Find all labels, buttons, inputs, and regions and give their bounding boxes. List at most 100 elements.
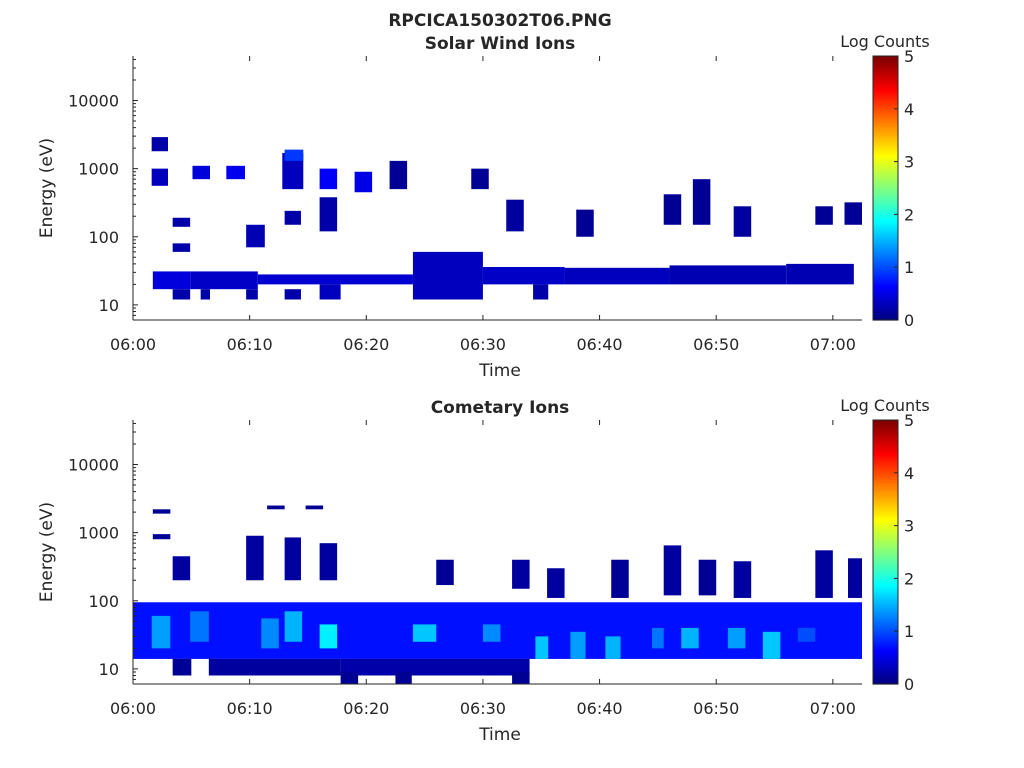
colorbar-segment [873, 420, 898, 423]
heatmap-cell [284, 210, 301, 225]
colorbar-segment [873, 428, 898, 432]
colorbar-segment [873, 254, 898, 257]
heatmap-cell [257, 274, 413, 285]
colorbar-segment [873, 631, 898, 634]
heatmap-cell [576, 209, 594, 237]
colorbar-segment [873, 139, 898, 143]
heatmap-cell [267, 505, 285, 510]
colorbar-segment [873, 128, 898, 132]
colorbar-segment [873, 133, 898, 136]
x-tick-label: 06:20 [343, 335, 389, 354]
colorbar-segment [873, 291, 898, 295]
colorbar-segment [873, 67, 898, 70]
plot-area: 06:00 06:10 06:20 06:30 06:40 06:50 07:0010100… [68, 47, 914, 354]
heatmap-cell [246, 224, 265, 248]
colorbar-segment [873, 446, 898, 450]
colorbar-segment [873, 240, 898, 244]
colorbar-segment [873, 602, 898, 606]
colorbar-segment [873, 668, 898, 672]
colorbar-segment [873, 86, 898, 90]
colorbar-segment [873, 629, 898, 632]
colorbar-segment [873, 609, 898, 612]
colorbar-segment [873, 260, 898, 264]
colorbar-segment [873, 295, 898, 299]
colorbar-segment [873, 302, 898, 306]
colorbar-segment [873, 300, 898, 303]
colorbar-segment [873, 620, 898, 623]
colorbar-segment [873, 64, 898, 68]
colorbar-frame [872, 419, 899, 685]
colorbar-segment [873, 100, 898, 103]
colorbar-segment [873, 565, 898, 568]
colorbar-segment [873, 596, 898, 599]
colorbar-segment [873, 95, 898, 99]
heatmap-cell [151, 615, 171, 649]
colorbar-segment [873, 135, 898, 138]
colorbar-segment [873, 170, 898, 174]
x-tick-label: 06:10 [227, 699, 273, 718]
colorbar-label: Log Counts [840, 396, 930, 415]
colorbar-segment [873, 505, 898, 509]
colorbar-segment [873, 245, 898, 248]
colorbar-segment [873, 201, 898, 204]
colorbar-segment [873, 56, 898, 59]
x-tick-label: 07:00 [810, 699, 856, 718]
colorbar-segment [873, 481, 898, 485]
colorbar-segment [873, 157, 898, 160]
colorbar-segment [873, 426, 898, 430]
colorbar-segment [873, 304, 898, 308]
colorbar-segment [873, 84, 898, 88]
colorbar-segment [873, 508, 898, 511]
heatmap-cell [727, 627, 746, 649]
colorbar-tick-label: 2 [904, 569, 914, 588]
colorbar-segment [873, 130, 898, 134]
colorbar-segment [873, 448, 898, 452]
colorbar-segment [873, 567, 898, 571]
x-tick-label: 06:40 [577, 699, 623, 718]
colorbar-segment [873, 538, 898, 542]
colorbar-segment [873, 271, 898, 275]
colorbar-segment [873, 532, 898, 535]
heatmap-cell [151, 168, 168, 186]
colorbar-segment [873, 69, 898, 72]
colorbar-segment [873, 461, 898, 465]
heatmap-cell [319, 197, 338, 232]
heatmap-cell [547, 568, 565, 598]
colorbar-segment [873, 424, 898, 428]
colorbar-segment [873, 293, 898, 297]
colorbar-segment [873, 97, 898, 101]
heatmap-cell [172, 556, 191, 581]
heatmap-cell [570, 631, 586, 659]
colorbar-segment [873, 166, 898, 169]
colorbar-segment [873, 183, 898, 187]
colorbar-segment [873, 247, 898, 251]
heatmap-cell [282, 152, 304, 190]
colorbar-segment [873, 168, 898, 171]
heatmap-cell [172, 243, 191, 252]
colorbar-segment [873, 657, 898, 661]
colorbar-segment [873, 549, 898, 553]
heatmap-cell [319, 284, 341, 300]
colorbar-segment [873, 102, 898, 105]
colorbar-segment [873, 613, 898, 617]
colorbar-segment [873, 681, 898, 685]
colorbar-segment [873, 179, 898, 182]
colorbar-tick-label: 3 [904, 153, 914, 172]
colorbar-segment [873, 104, 898, 108]
colorbar-tick-label: 0 [904, 675, 914, 694]
colorbar-segment [873, 227, 898, 231]
colorbar-segment [873, 126, 898, 130]
heatmap-cell [151, 137, 168, 152]
colorbar-segment [873, 589, 898, 593]
colorbar-label: Log Counts [840, 32, 930, 51]
x-tick-label: 06:30 [460, 699, 506, 718]
colorbar-segment [873, 80, 898, 83]
colorbar-segment [873, 124, 898, 127]
heatmap-cell [844, 202, 862, 225]
y-tick-label: 1000 [78, 160, 119, 179]
colorbar-segment [873, 435, 898, 439]
colorbar-segment [873, 146, 898, 149]
colorbar-segment [873, 516, 898, 520]
colorbar-segment [873, 472, 898, 476]
x-tick-label: 06:50 [693, 335, 739, 354]
